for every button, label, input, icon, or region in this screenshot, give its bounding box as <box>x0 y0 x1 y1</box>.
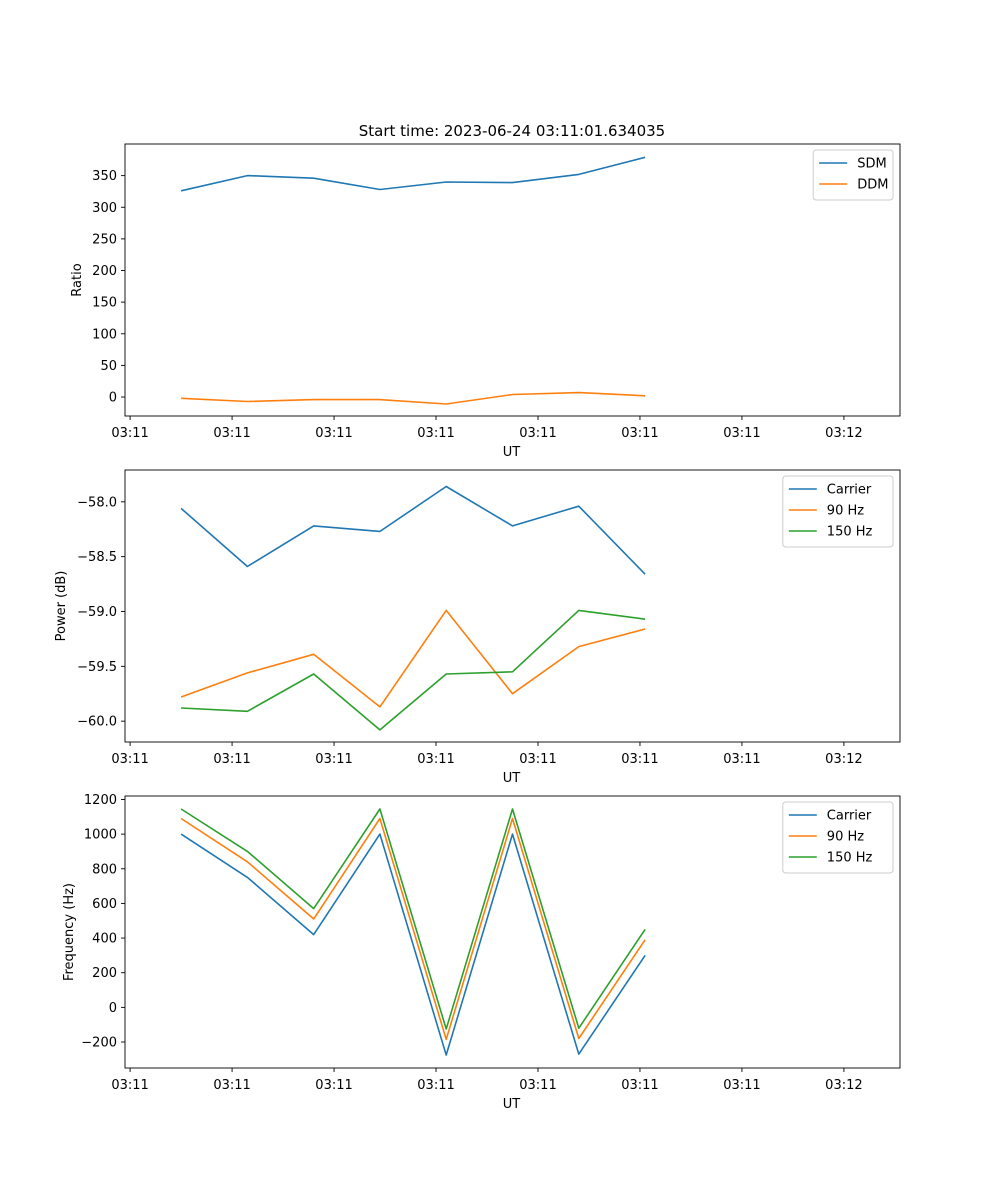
y-tick-label: 150 <box>92 296 117 311</box>
y-tick-label: 200 <box>92 966 117 981</box>
series-line-90-hz <box>180 817 646 1041</box>
x-tick-label: 03:11 <box>213 426 250 441</box>
y-tick-label: 200 <box>92 264 117 279</box>
x-axis-label: UT <box>503 771 521 786</box>
y-tick-label: −58.5 <box>77 550 117 565</box>
x-tick-label: 03:11 <box>723 1078 760 1093</box>
legend-label: Carrier <box>827 809 872 824</box>
x-tick-label: 03:11 <box>621 752 658 767</box>
x-tick-label: 03:11 <box>213 752 250 767</box>
subplot-3: 03:11 03:11 03:11 03:11 03:11 03:11 03:11 03:12… <box>62 793 901 1112</box>
series-line-carrier <box>180 833 646 1056</box>
x-axis: 03:11 03:11 03:11 03:11 03:11 03:11 03:11 03:12… <box>111 742 863 786</box>
x-tick-label: 03:12 <box>825 426 862 441</box>
y-tick-label: 250 <box>92 232 117 247</box>
legend: Carrier 90 Hz 150 Hz <box>782 475 894 548</box>
x-tick-label: 03:11 <box>111 752 148 767</box>
x-axis-label: UT <box>503 1097 521 1112</box>
legend-box <box>782 475 894 548</box>
x-tick-label: 03:11 <box>723 426 760 441</box>
series-lines <box>180 485 646 731</box>
legend: Carrier 90 Hz 150 Hz <box>782 801 894 874</box>
x-tick-label: 03:11 <box>519 752 556 767</box>
figure-title: Start time: 2023-06-24 03:11:01.634035 <box>359 122 665 140</box>
legend-label: 90 Hz <box>827 830 864 845</box>
y-axis: −200 0 200 400 600 800 1000 1200 Frequency (Hz) <box>62 793 125 1051</box>
y-axis-label: Ratio <box>70 263 85 296</box>
y-tick-label: −59.0 <box>77 605 117 620</box>
x-tick-label: 03:11 <box>417 426 454 441</box>
y-axis: −60.0 −59.5 −59.0 −58.5 −58.0 Power (dB) <box>54 495 125 730</box>
y-tick-label: −60.0 <box>77 715 117 730</box>
x-tick-label: 03:11 <box>315 1078 352 1093</box>
series-line-carrier <box>180 485 646 575</box>
legend-label: 150 Hz <box>827 851 873 866</box>
x-tick-label: 03:11 <box>213 1078 250 1093</box>
series-line-150-hz <box>181 609 646 731</box>
subplot-2: 03:11 03:11 03:11 03:11 03:11 03:11 03:11 03:12… <box>54 469 901 786</box>
series-line-150-hz <box>180 808 646 1030</box>
y-tick-label: 800 <box>92 862 117 877</box>
y-tick-label: −200 <box>81 1036 117 1051</box>
series-lines <box>180 808 646 1056</box>
y-tick-label: 1000 <box>84 828 117 843</box>
series-lines <box>180 156 646 405</box>
y-axis-label: Frequency (Hz) <box>62 883 77 981</box>
series-line-90-hz <box>180 609 646 708</box>
axes-frame <box>124 795 901 1069</box>
x-tick-label: 03:11 <box>315 752 352 767</box>
series-line-ddm <box>181 391 646 405</box>
x-tick-label: 03:11 <box>111 426 148 441</box>
x-axis-label: UT <box>503 445 521 460</box>
legend-label: SDM <box>857 157 886 172</box>
x-tick-label: 03:11 <box>723 752 760 767</box>
legend-label: 150 Hz <box>827 525 873 540</box>
y-tick-label: 600 <box>92 897 117 912</box>
y-tick-label: 100 <box>92 327 117 342</box>
y-tick-label: 400 <box>92 932 117 947</box>
y-tick-label: 350 <box>92 169 117 184</box>
y-tick-label: 300 <box>92 201 117 216</box>
axes-frame <box>124 469 901 743</box>
x-tick-label: 03:11 <box>519 1078 556 1093</box>
y-tick-label: −58.0 <box>77 495 117 510</box>
x-tick-label: 03:11 <box>417 1078 454 1093</box>
subplots: 03:11 03:11 03:11 03:11 03:11 03:11 03:11 03:12… <box>54 143 901 1112</box>
legend-label: DDM <box>857 178 888 193</box>
x-tick-label: 03:12 <box>825 752 862 767</box>
x-axis: 03:11 03:11 03:11 03:11 03:11 03:11 03:11 03:12… <box>111 416 863 460</box>
y-tick-label: 0 <box>109 391 117 406</box>
legend: SDM DDM <box>812 149 894 201</box>
y-axis: 0 50 100 150 200 250 300 350 Ratio <box>70 169 125 406</box>
x-tick-label: 03:11 <box>621 1078 658 1093</box>
x-tick-label: 03:11 <box>519 426 556 441</box>
legend-box <box>782 801 894 874</box>
axes-frame <box>124 143 901 417</box>
y-tick-label: 1200 <box>84 793 117 808</box>
series-line-sdm <box>180 156 646 192</box>
x-tick-label: 03:12 <box>825 1078 862 1093</box>
legend-label: 90 Hz <box>827 504 864 519</box>
y-tick-label: 0 <box>109 1001 117 1016</box>
y-axis-label: Power (dB) <box>54 571 69 642</box>
x-tick-label: 03:11 <box>621 426 658 441</box>
x-tick-label: 03:11 <box>417 752 454 767</box>
y-tick-label: 50 <box>100 359 117 374</box>
x-tick-label: 03:11 <box>111 1078 148 1093</box>
x-axis: 03:11 03:11 03:11 03:11 03:11 03:11 03:11 03:12… <box>111 1068 863 1112</box>
x-tick-label: 03:11 <box>315 426 352 441</box>
subplot-1: 03:11 03:11 03:11 03:11 03:11 03:11 03:11 03:12… <box>70 143 901 460</box>
legend-label: Carrier <box>827 483 872 498</box>
y-tick-label: −59.5 <box>77 660 117 675</box>
